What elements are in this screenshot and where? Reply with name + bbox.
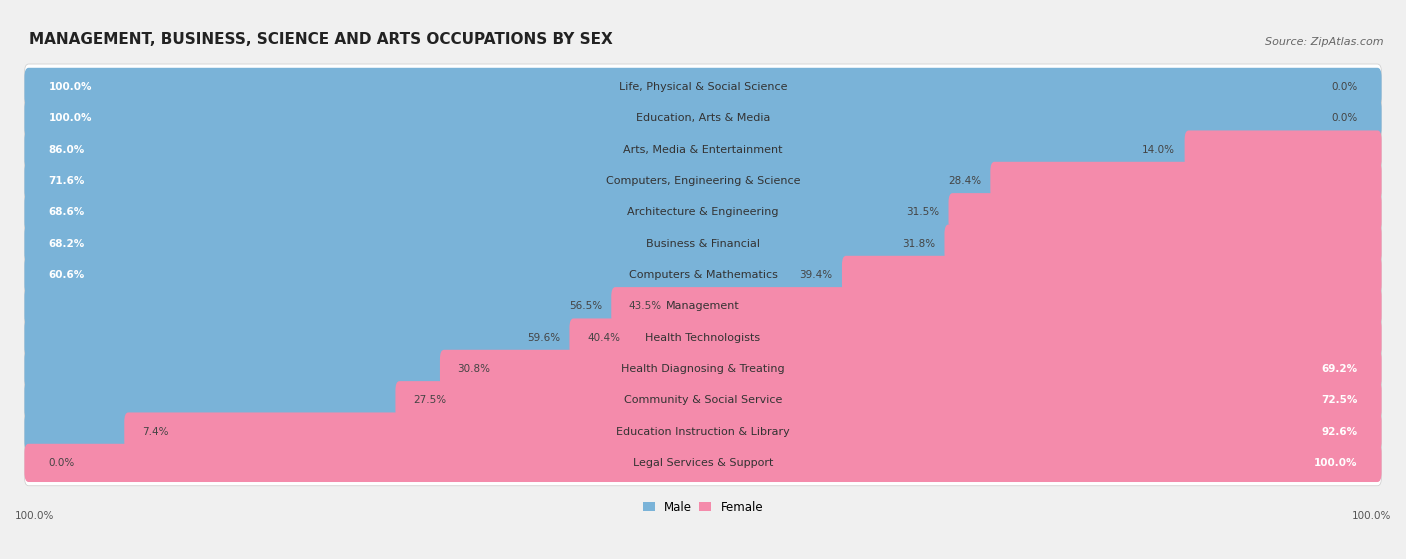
Text: 100.0%: 100.0%	[1351, 511, 1391, 522]
Text: 86.0%: 86.0%	[49, 145, 84, 155]
FancyBboxPatch shape	[24, 252, 1382, 298]
FancyBboxPatch shape	[395, 381, 1382, 419]
FancyBboxPatch shape	[24, 287, 620, 325]
Text: 27.5%: 27.5%	[413, 395, 446, 405]
FancyBboxPatch shape	[24, 350, 449, 388]
Text: 43.5%: 43.5%	[628, 301, 662, 311]
Text: 28.4%: 28.4%	[948, 176, 981, 186]
FancyBboxPatch shape	[24, 158, 1382, 204]
Text: 59.6%: 59.6%	[527, 333, 560, 343]
FancyBboxPatch shape	[24, 190, 1382, 235]
Text: Life, Physical & Social Science: Life, Physical & Social Science	[619, 82, 787, 92]
FancyBboxPatch shape	[1185, 130, 1382, 169]
Text: 100.0%: 100.0%	[1313, 458, 1357, 468]
FancyBboxPatch shape	[24, 319, 578, 357]
FancyBboxPatch shape	[24, 193, 957, 231]
Text: Education Instruction & Library: Education Instruction & Library	[616, 427, 790, 437]
FancyBboxPatch shape	[24, 99, 1382, 138]
FancyBboxPatch shape	[24, 256, 851, 294]
FancyBboxPatch shape	[440, 350, 1382, 388]
Text: MANAGEMENT, BUSINESS, SCIENCE AND ARTS OCCUPATIONS BY SEX: MANAGEMENT, BUSINESS, SCIENCE AND ARTS O…	[28, 32, 613, 47]
Text: 69.2%: 69.2%	[1322, 364, 1357, 374]
Text: Health Diagnosing & Treating: Health Diagnosing & Treating	[621, 364, 785, 374]
Legend: Male, Female: Male, Female	[643, 501, 763, 514]
FancyBboxPatch shape	[24, 381, 404, 419]
FancyBboxPatch shape	[124, 413, 1382, 451]
Text: Architecture & Engineering: Architecture & Engineering	[627, 207, 779, 217]
Text: 68.2%: 68.2%	[49, 239, 84, 249]
Text: Education, Arts & Media: Education, Arts & Media	[636, 113, 770, 123]
FancyBboxPatch shape	[612, 287, 1382, 325]
Text: 92.6%: 92.6%	[1322, 427, 1357, 437]
Text: Computers, Engineering & Science: Computers, Engineering & Science	[606, 176, 800, 186]
FancyBboxPatch shape	[949, 193, 1382, 231]
FancyBboxPatch shape	[24, 440, 1382, 486]
FancyBboxPatch shape	[24, 221, 1382, 267]
Text: 30.8%: 30.8%	[457, 364, 491, 374]
Text: 60.6%: 60.6%	[49, 270, 84, 280]
FancyBboxPatch shape	[24, 64, 1382, 110]
FancyBboxPatch shape	[24, 283, 1382, 329]
FancyBboxPatch shape	[24, 162, 998, 200]
FancyBboxPatch shape	[24, 444, 1382, 482]
FancyBboxPatch shape	[24, 315, 1382, 361]
FancyBboxPatch shape	[990, 162, 1382, 200]
FancyBboxPatch shape	[24, 225, 953, 263]
Text: 68.6%: 68.6%	[49, 207, 84, 217]
Text: 100.0%: 100.0%	[49, 82, 93, 92]
FancyBboxPatch shape	[24, 409, 1382, 454]
Text: 39.4%: 39.4%	[800, 270, 832, 280]
Text: 31.5%: 31.5%	[905, 207, 939, 217]
Text: 72.5%: 72.5%	[1320, 395, 1357, 405]
FancyBboxPatch shape	[24, 346, 1382, 392]
Text: Business & Financial: Business & Financial	[645, 239, 761, 249]
Text: 31.8%: 31.8%	[901, 239, 935, 249]
Text: Community & Social Service: Community & Social Service	[624, 395, 782, 405]
Text: Legal Services & Support: Legal Services & Support	[633, 458, 773, 468]
Text: 0.0%: 0.0%	[1331, 82, 1357, 92]
Text: 14.0%: 14.0%	[1142, 145, 1175, 155]
Text: Management: Management	[666, 301, 740, 311]
FancyBboxPatch shape	[569, 319, 1382, 357]
Text: 40.4%: 40.4%	[586, 333, 620, 343]
Text: Health Technologists: Health Technologists	[645, 333, 761, 343]
Text: 56.5%: 56.5%	[568, 301, 602, 311]
FancyBboxPatch shape	[24, 68, 1382, 106]
FancyBboxPatch shape	[945, 225, 1382, 263]
Text: 0.0%: 0.0%	[1331, 113, 1357, 123]
Text: Arts, Media & Entertainment: Arts, Media & Entertainment	[623, 145, 783, 155]
FancyBboxPatch shape	[24, 377, 1382, 423]
Text: 7.4%: 7.4%	[142, 427, 169, 437]
Text: 100.0%: 100.0%	[15, 511, 55, 522]
Text: Computers & Mathematics: Computers & Mathematics	[628, 270, 778, 280]
FancyBboxPatch shape	[24, 127, 1382, 172]
FancyBboxPatch shape	[24, 96, 1382, 141]
Text: 100.0%: 100.0%	[49, 113, 93, 123]
Text: Source: ZipAtlas.com: Source: ZipAtlas.com	[1265, 37, 1384, 47]
Text: 0.0%: 0.0%	[49, 458, 75, 468]
FancyBboxPatch shape	[24, 130, 1192, 169]
FancyBboxPatch shape	[24, 413, 132, 451]
Text: 71.6%: 71.6%	[49, 176, 86, 186]
FancyBboxPatch shape	[842, 256, 1382, 294]
